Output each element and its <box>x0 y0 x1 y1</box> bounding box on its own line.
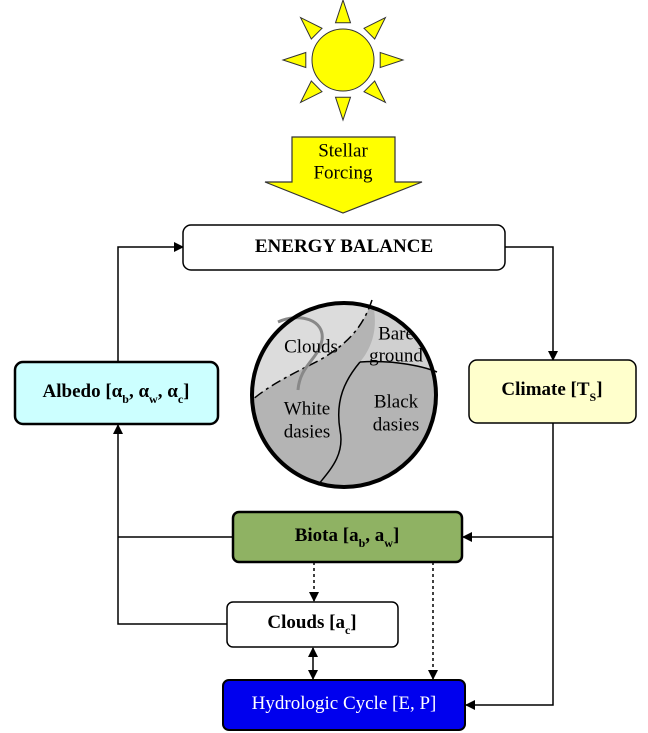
biota-box <box>231 510 464 564</box>
sun-ray <box>299 16 323 40</box>
subscript: b <box>359 536 366 550</box>
sun <box>281 0 405 122</box>
forcing-label: Stellar <box>318 140 368 161</box>
region-label: Black <box>374 391 419 412</box>
subscript: c <box>345 623 351 637</box>
region-label: Bare <box>378 323 414 344</box>
label-text: ] <box>393 525 399 546</box>
subscript: w <box>149 392 158 406</box>
label-text: , a <box>365 525 385 546</box>
clouds-label: Clouds [ac] <box>267 612 356 636</box>
subscript: c <box>178 392 184 406</box>
arrow <box>117 242 184 362</box>
label-text: Climate [T <box>501 379 589 400</box>
sun-ray <box>334 0 352 24</box>
albedo-box <box>13 360 220 426</box>
label-text: , α <box>129 381 150 402</box>
region-label: ground <box>369 345 423 366</box>
region-label: dasies <box>373 414 419 435</box>
subscript: S <box>590 390 597 404</box>
energy-balance-box <box>182 224 506 271</box>
sun-ray <box>379 51 405 69</box>
sun-disc <box>311 28 375 92</box>
subscript: b <box>122 392 129 406</box>
sun-ray <box>334 96 352 122</box>
albedo-label: Albedo [αb, αw, αc] <box>43 381 190 405</box>
subscript: w <box>384 536 393 550</box>
region-label: dasies <box>284 421 330 442</box>
arrow <box>465 423 554 710</box>
region-label: White <box>284 398 330 419</box>
label-text: Hydrologic Cycle [E, P] <box>252 693 437 714</box>
arrow <box>505 246 558 361</box>
sun-ray <box>281 51 307 69</box>
energy-balance-label: ENERGY BALANCE <box>255 236 433 257</box>
arrow <box>113 424 227 625</box>
label-text: Clouds [a <box>267 612 345 633</box>
biota-label: Biota [ab, aw] <box>295 525 400 549</box>
hydrologic-label: Hydrologic Cycle [E, P] <box>252 693 437 714</box>
sun-ray <box>299 80 323 104</box>
label-text: ] <box>183 381 189 402</box>
clouds-box <box>226 601 399 648</box>
label-text: ] <box>350 612 356 633</box>
climate-label: Climate [TS] <box>501 379 602 403</box>
sun-ray <box>363 16 387 40</box>
hydrologic-box <box>222 679 466 731</box>
label-text: ] <box>596 379 602 400</box>
climate-box <box>468 359 637 424</box>
forcing-arrow <box>264 136 423 214</box>
label-text: Albedo [α <box>43 381 123 402</box>
sun-ray <box>363 80 387 104</box>
label-text: , α <box>158 381 179 402</box>
region-label: Clouds <box>284 336 338 357</box>
label-text: ENERGY BALANCE <box>255 236 433 257</box>
forcing-label: Forcing <box>313 162 373 183</box>
label-text: Biota [a <box>295 525 359 546</box>
